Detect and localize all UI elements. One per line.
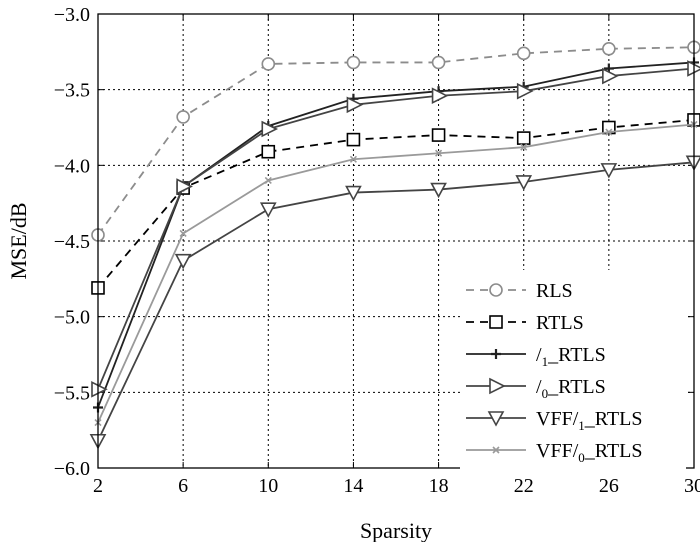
- y-tick-label-1: −5.5: [54, 382, 90, 404]
- series-1-point-3: [346, 132, 361, 147]
- series-3-point-1: [176, 178, 193, 195]
- series-1-point-4: [431, 128, 446, 142]
- series-1-point-5: [516, 131, 531, 145]
- series-5-point-6: [605, 128, 613, 136]
- series-4-point-6: [600, 163, 618, 179]
- legend-label-0: RLS: [536, 280, 573, 302]
- series-line-1: [97, 119, 695, 289]
- series-line-5: [97, 123, 695, 423]
- series-line-3: [97, 67, 695, 390]
- legend-background: [460, 270, 686, 470]
- plot-frame: [97, 13, 695, 469]
- series-0-point-2: [261, 57, 276, 71]
- series-1: [91, 113, 700, 295]
- series-5-point-3: [349, 155, 357, 163]
- series-4-point-5: [515, 175, 533, 191]
- series-3: [91, 60, 700, 398]
- series-5-point-5: [520, 143, 528, 151]
- series-3-point-6: [602, 67, 619, 85]
- series-0-point-6: [602, 42, 616, 56]
- y-tick-label-4: −4.0: [54, 155, 90, 177]
- x-tick-label-4: 18: [429, 475, 449, 497]
- x-tick-label-2: 10: [258, 475, 278, 497]
- x-tick-label-7: 30: [684, 475, 700, 497]
- series-4-point-4: [430, 182, 447, 199]
- legend-marker-4: [487, 411, 505, 427]
- series-0-point-1: [176, 110, 190, 124]
- legend-label-3: /0_RTLS: [536, 376, 606, 401]
- x-tick-label-3: 14: [343, 475, 363, 497]
- y-tick-label-3: −4.5: [54, 231, 90, 253]
- y-axis-title: MSE/dB: [6, 202, 31, 279]
- y-tick-label-2: −5.0: [54, 307, 90, 329]
- x-tick-label-1: 6: [178, 475, 188, 497]
- series-0-point-4: [431, 55, 446, 70]
- legend-marker-0: [489, 283, 503, 297]
- series-0-point-3: [346, 55, 361, 70]
- series-3-point-3: [346, 96, 364, 114]
- series-5: [94, 120, 698, 427]
- legend: RLS RTLS/1_RTLS/0_RTLS VFF/1_RTLS VFF/0_RTL…: [460, 270, 686, 470]
- series-3-point-2: [261, 120, 279, 138]
- y-tick-label-5: −3.5: [54, 80, 90, 102]
- legend-marker-1: [489, 315, 503, 329]
- series-4-point-1: [174, 253, 192, 270]
- series-1-point-6: [602, 120, 616, 135]
- series-3-point-0: [91, 381, 108, 398]
- legend-label-4: VFF/1_RTLS: [536, 408, 642, 433]
- series-5-point-4: [435, 149, 443, 157]
- y-tick-label-0: −6.0: [54, 458, 90, 480]
- legend-label-1: RTLS: [536, 312, 584, 334]
- series-0-point-5: [516, 46, 531, 61]
- series-5-point-2: [264, 176, 272, 185]
- series-3-point-4: [431, 87, 449, 105]
- legend-marker-2: [491, 349, 501, 359]
- legend-marker-3: [489, 377, 506, 395]
- legend-label-2: /1_RTLS: [536, 344, 606, 369]
- x-axis-title: Sparsity: [360, 518, 432, 542]
- legend-label-5: VFF/0_RTLS: [536, 440, 642, 465]
- y-tick-label-6: −3.0: [54, 4, 90, 26]
- series-4: [89, 155, 700, 450]
- series-3-point-5: [516, 82, 534, 100]
- series-4-point-3: [345, 185, 362, 202]
- x-tick-label-0: 2: [93, 475, 103, 497]
- x-tick-label-5: 22: [514, 475, 534, 497]
- legend-marker-5: [492, 446, 500, 454]
- series-4-point-2: [259, 202, 277, 218]
- series-line-4: [97, 161, 695, 442]
- series-1-point-2: [261, 144, 276, 159]
- x-tick-label-6: 26: [599, 475, 619, 497]
- series-5-point-1: [179, 229, 187, 237]
